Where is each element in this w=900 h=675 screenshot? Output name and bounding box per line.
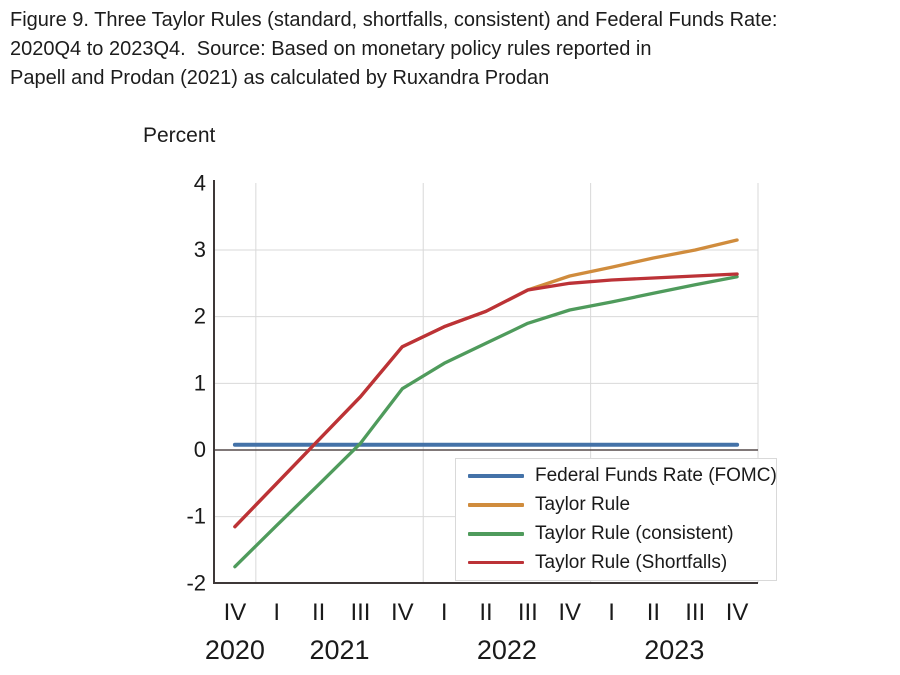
legend-label-taylor-rule-consistent: Taylor Rule (consistent): [535, 522, 734, 544]
chart-legend: Federal Funds Rate (FOMC) Taylor Rule Tayl…: [455, 458, 777, 581]
series-line-taylor-rule-consistent: [233, 275, 739, 569]
x-quarter-label-8: IV: [558, 599, 581, 626]
y-tick-label-3: 3: [194, 237, 206, 262]
x-year-label-2022: 2022: [477, 635, 537, 665]
figure-title-line-2: 2020Q4 to 2023Q4. Source: Based on monet…: [10, 38, 652, 60]
x-year-label-2021: 2021: [309, 635, 369, 665]
series-line-taylor-rule-shortfalls: [233, 272, 739, 529]
x-quarter-label-7: III: [518, 599, 538, 626]
x-quarter-label-9: I: [608, 599, 615, 626]
legend-swatch-taylor-rule-shortfalls: [468, 560, 524, 565]
figure-title: Figure 9. Three Taylor Rules (standard, …: [10, 6, 890, 93]
x-quarter-label-10: II: [647, 599, 660, 626]
x-quarter-label-1: I: [273, 599, 280, 626]
legend-item-taylor-rule: Taylor Rule: [468, 494, 772, 516]
legend-swatch-federal-funds-rate-fomc: [468, 474, 524, 479]
x-quarter-label-4: IV: [391, 599, 414, 626]
x-year-label-2020: 2020: [205, 635, 265, 665]
x-quarter-label-12: IV: [726, 599, 749, 626]
y-tick-label--1: -1: [186, 504, 206, 529]
legend-item-taylor-rule-consistent: Taylor Rule (consistent): [468, 523, 772, 545]
legend-item-federal-funds-rate-fomc: Federal Funds Rate (FOMC): [468, 465, 777, 487]
y-tick-label-0: 0: [194, 437, 206, 462]
x-quarter-label-0: IV: [224, 599, 247, 626]
x-quarter-label-5: I: [441, 599, 448, 626]
legend-item-taylor-rule-shortfalls: Taylor Rule (Shortfalls): [468, 552, 772, 574]
figure-title-line-3: Papell and Prodan (2021) as calculated b…: [10, 67, 550, 89]
figure-title-line-1: Figure 9. Three Taylor Rules (standard, …: [10, 9, 778, 31]
y-axis-title: Percent: [143, 124, 216, 147]
legend-label-taylor-rule-shortfalls: Taylor Rule (Shortfalls): [535, 551, 728, 573]
y-tick-label-4: 4: [194, 170, 206, 195]
legend-label-federal-funds-rate-fomc: Federal Funds Rate (FOMC): [535, 465, 777, 487]
legend-swatch-taylor-rule-consistent: [468, 532, 524, 536]
x-quarter-label-11: III: [685, 599, 705, 626]
legend-label-taylor-rule: Taylor Rule: [535, 494, 631, 516]
y-tick-label-1: 1: [194, 370, 206, 395]
x-year-label-2023: 2023: [644, 635, 704, 665]
x-quarter-label-3: III: [350, 599, 370, 626]
y-tick-label--2: -2: [186, 570, 206, 595]
legend-swatch-taylor-rule: [468, 503, 524, 507]
x-quarter-label-6: II: [479, 599, 492, 626]
x-quarter-label-2: II: [312, 599, 325, 626]
y-tick-label-2: 2: [194, 304, 206, 329]
